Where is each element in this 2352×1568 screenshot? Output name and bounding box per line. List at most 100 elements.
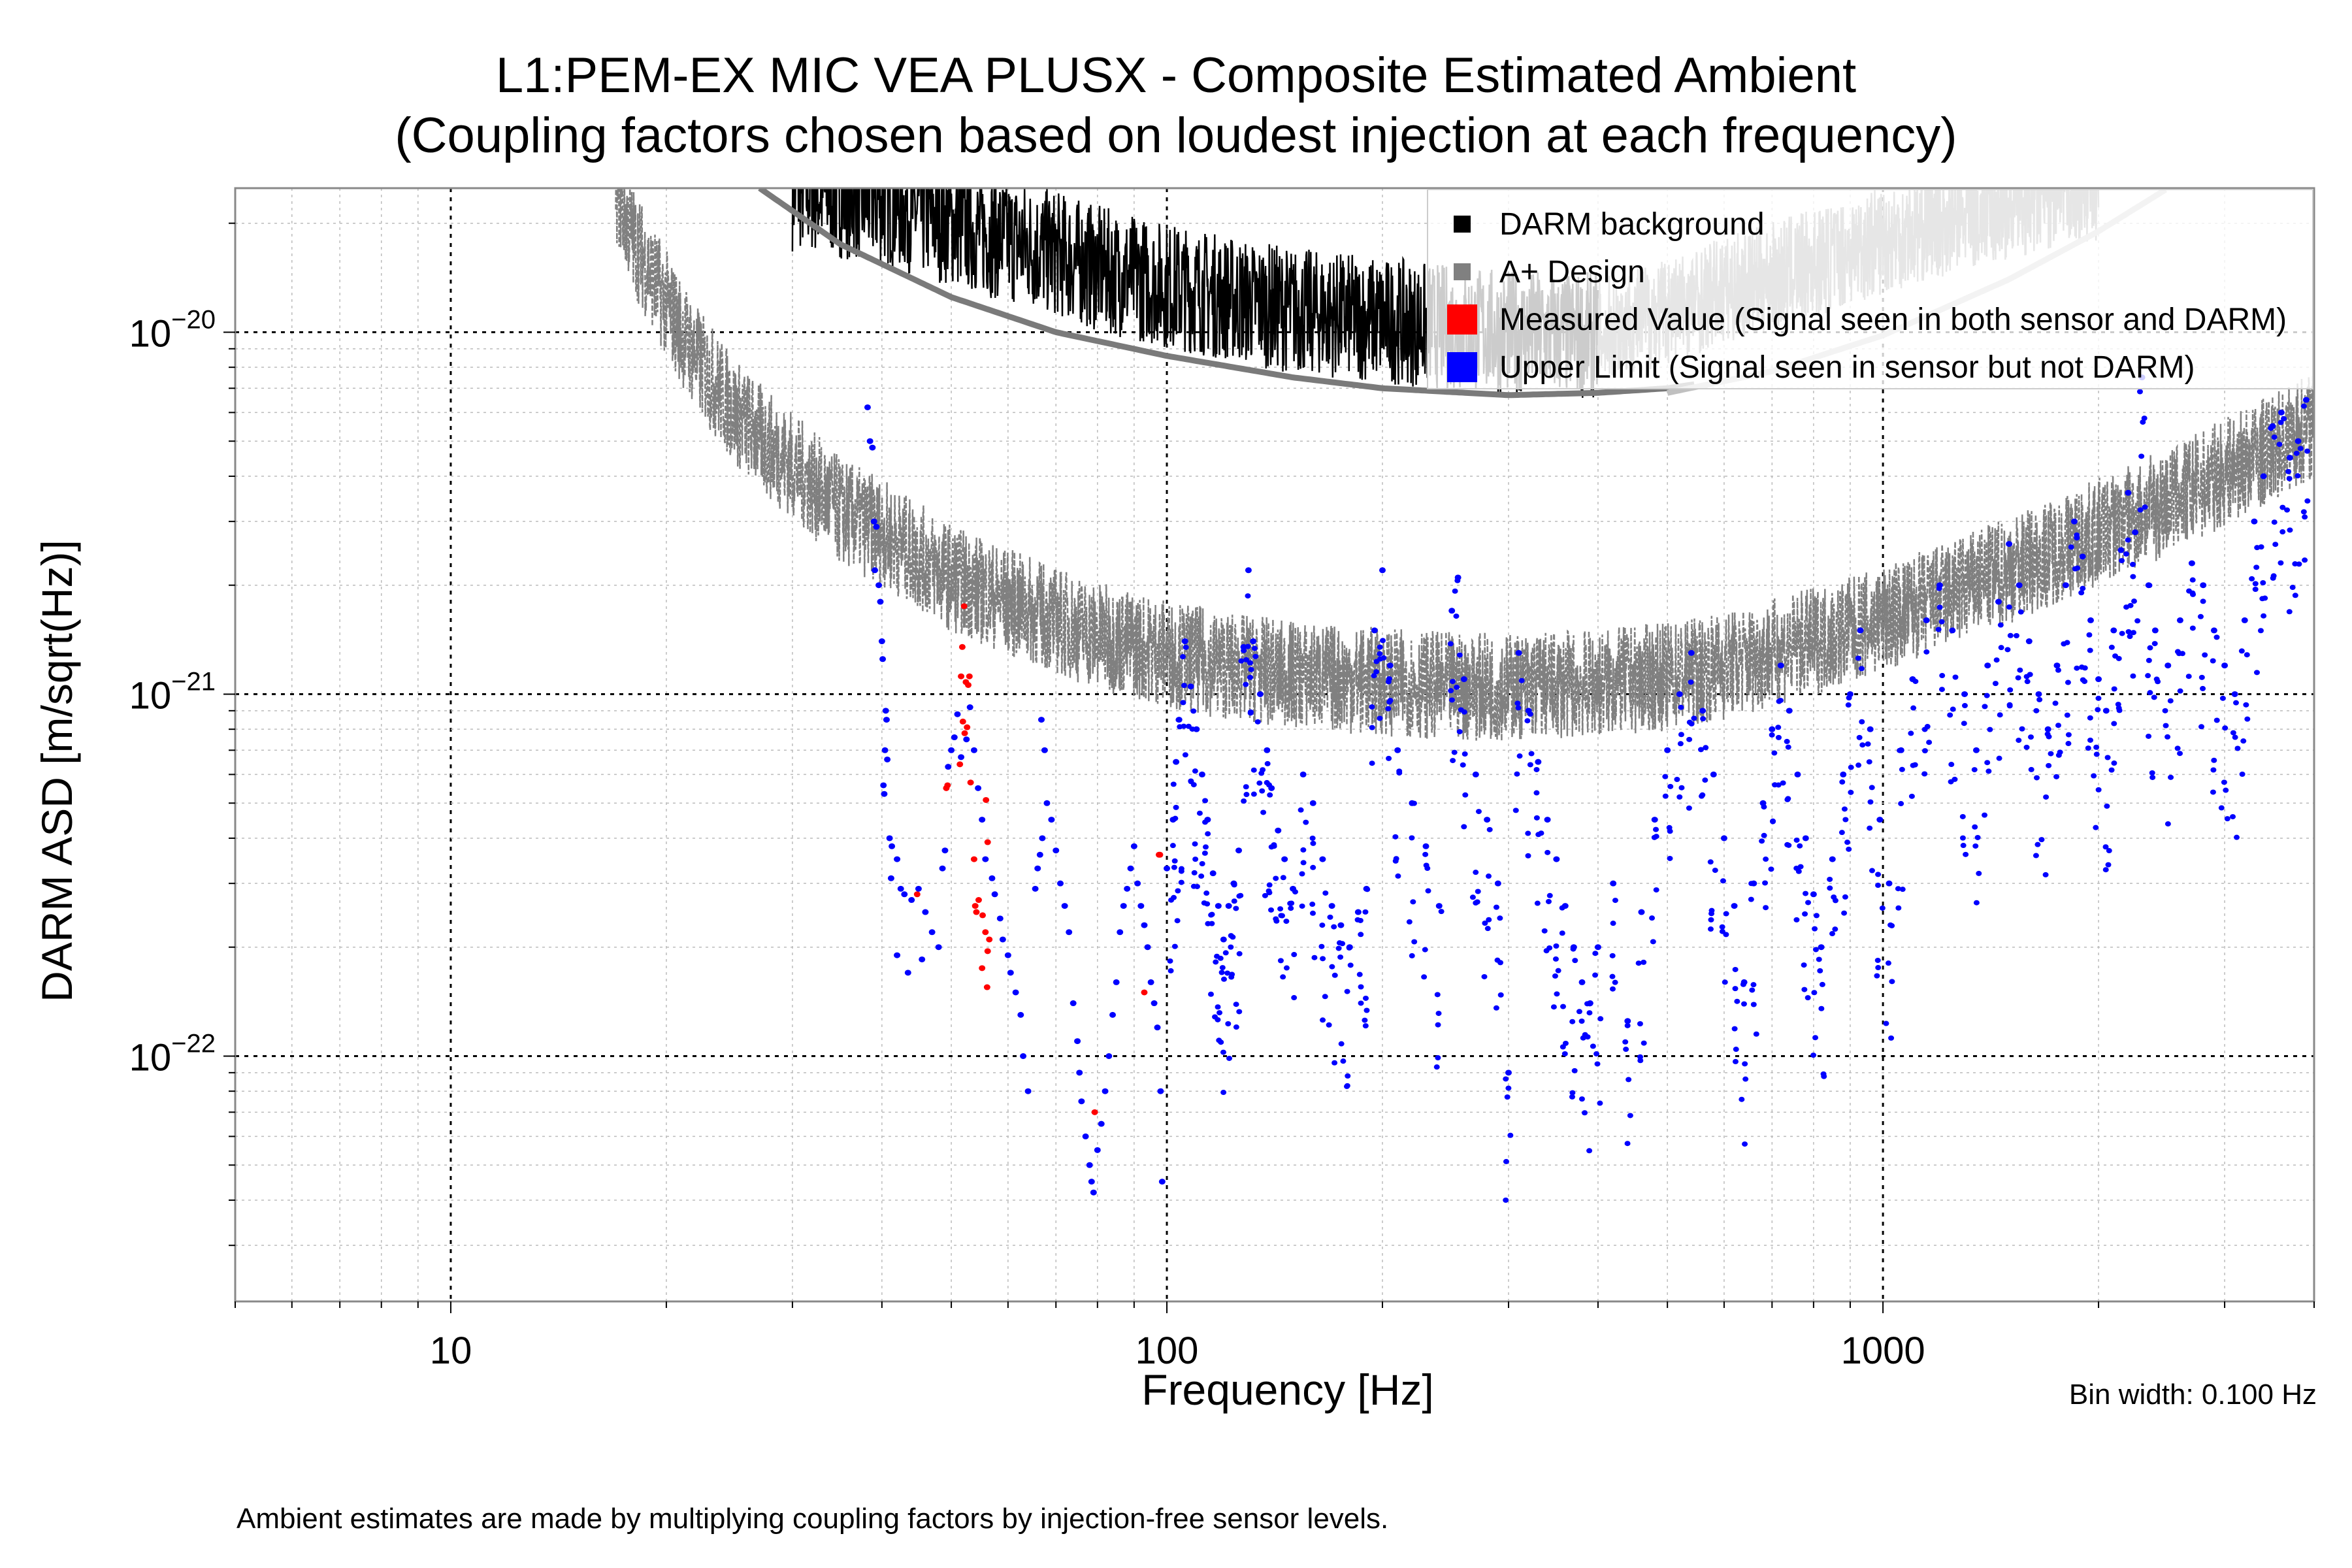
upper-limit-point	[2151, 694, 2157, 700]
upper-limit-point	[2219, 695, 2226, 701]
measured-value-point	[979, 912, 987, 919]
upper-limit-point	[1190, 708, 1197, 714]
upper-limit-point	[1422, 851, 1429, 857]
upper-limit-point	[2300, 403, 2307, 409]
upper-limit-point	[1653, 826, 1659, 832]
upper-limit-point	[2222, 725, 2229, 731]
upper-limit-point	[2065, 741, 2072, 747]
upper-limit-point	[2260, 580, 2266, 586]
upper-limit-point	[2048, 751, 2054, 757]
upper-limit-point	[1572, 958, 1578, 964]
upper-limit-point	[1503, 1198, 1509, 1203]
upper-limit-point	[1241, 647, 1247, 653]
upper-limit-point	[2240, 738, 2247, 744]
upper-limit-point	[1950, 706, 1956, 712]
upper-limit-point	[1337, 954, 1344, 960]
measured-value-point	[913, 891, 921, 898]
upper-limit-point	[1578, 979, 1586, 985]
upper-limit-point	[1582, 1110, 1588, 1116]
upper-limit-point	[1241, 798, 1247, 804]
upper-limit-point	[1494, 880, 1501, 887]
upper-limit-point	[1732, 966, 1739, 972]
upper-limit-point	[1699, 708, 1707, 714]
upper-limit-point	[2164, 662, 2172, 669]
measured-value-point	[958, 673, 965, 679]
upper-limit-point	[1174, 918, 1181, 924]
upper-limit-point	[2239, 771, 2246, 777]
upper-limit-point	[1438, 909, 1445, 915]
upper-limit-point	[2125, 537, 2131, 543]
upper-limit-point	[1785, 744, 1791, 750]
upper-limit-point	[2224, 816, 2230, 822]
upper-limit-point	[2278, 560, 2284, 566]
upper-limit-point	[1310, 840, 1316, 846]
upper-limit-point	[1545, 898, 1552, 904]
upper-limit-point	[1180, 654, 1186, 660]
upper-limit-point	[1569, 1019, 1576, 1024]
upper-limit-point	[2028, 734, 2034, 740]
upper-limit-point	[1449, 679, 1456, 685]
upper-limit-point	[1364, 1007, 1370, 1013]
upper-limit-point	[1712, 868, 1718, 874]
upper-limit-point	[1462, 751, 1468, 757]
upper-limit-point	[1469, 894, 1476, 900]
upper-limit-point	[1331, 972, 1338, 978]
upper-limit-point	[2053, 662, 2061, 669]
upper-limit-point	[2042, 872, 2049, 877]
upper-limit-point	[2036, 696, 2043, 702]
upper-limit-point	[1923, 649, 1930, 655]
upper-limit-point	[2241, 617, 2248, 623]
upper-limit-point	[1972, 843, 1979, 849]
upper-limit-point	[1102, 1088, 1109, 1094]
upper-limit-point	[2302, 557, 2308, 563]
upper-limit-point	[2304, 498, 2311, 504]
upper-limit-point	[1201, 850, 1208, 856]
upper-limit-point	[1424, 866, 1431, 872]
upper-limit-point	[2046, 762, 2052, 768]
upper-limit-point	[1698, 793, 1705, 799]
upper-limit-point	[1338, 1041, 1345, 1047]
upper-limit-point	[1753, 1031, 1759, 1037]
upper-limit-point	[1832, 926, 1838, 932]
upper-limit-point	[1358, 932, 1364, 938]
upper-limit-point	[2155, 679, 2161, 685]
upper-limit-point	[1838, 830, 1845, 836]
upper-limit-point	[1935, 627, 1942, 632]
upper-limit-point	[2061, 641, 2067, 647]
upper-limit-point	[1486, 826, 1493, 832]
upper-limit-point	[1266, 882, 1273, 888]
upper-limit-point	[1243, 784, 1249, 790]
upper-limit-point	[1749, 987, 1756, 993]
upper-limit-point	[1763, 857, 1769, 862]
upper-limit-point	[2043, 794, 2050, 800]
upper-limit-point	[2200, 685, 2206, 691]
upper-limit-point	[875, 582, 883, 589]
upper-limit-point	[1816, 956, 1822, 962]
upper-limit-point	[1219, 965, 1226, 971]
upper-limit-point	[1759, 838, 1765, 844]
upper-limit-point	[1098, 1120, 1105, 1127]
upper-limit-point	[1898, 801, 1904, 807]
upper-limit-point	[1624, 1022, 1631, 1028]
upper-limit-point	[1802, 835, 1809, 841]
upper-limit-point	[870, 518, 877, 525]
upper-limit-point	[1948, 779, 1954, 785]
upper-limit-point	[963, 736, 970, 743]
upper-limit-point	[1516, 753, 1523, 759]
upper-limit-point	[1637, 1054, 1644, 1060]
upper-limit-point	[1552, 973, 1558, 979]
upper-limit-point	[1525, 830, 1531, 836]
upper-limit-point	[1311, 955, 1318, 960]
upper-limit-point	[1733, 1047, 1739, 1053]
upper-limit-point	[1215, 1004, 1221, 1010]
upper-limit-point	[1641, 1040, 1647, 1046]
upper-limit-point	[2006, 703, 2013, 709]
upper-limit-point	[1481, 973, 1488, 979]
upper-limit-point	[2176, 651, 2182, 657]
measured-value-point	[972, 903, 979, 909]
upper-limit-point	[2142, 504, 2148, 510]
upper-limit-point	[2111, 760, 2117, 766]
upper-limit-point	[2278, 409, 2285, 416]
upper-limit-point	[1460, 762, 1466, 768]
upper-limit-point	[1192, 768, 1198, 774]
